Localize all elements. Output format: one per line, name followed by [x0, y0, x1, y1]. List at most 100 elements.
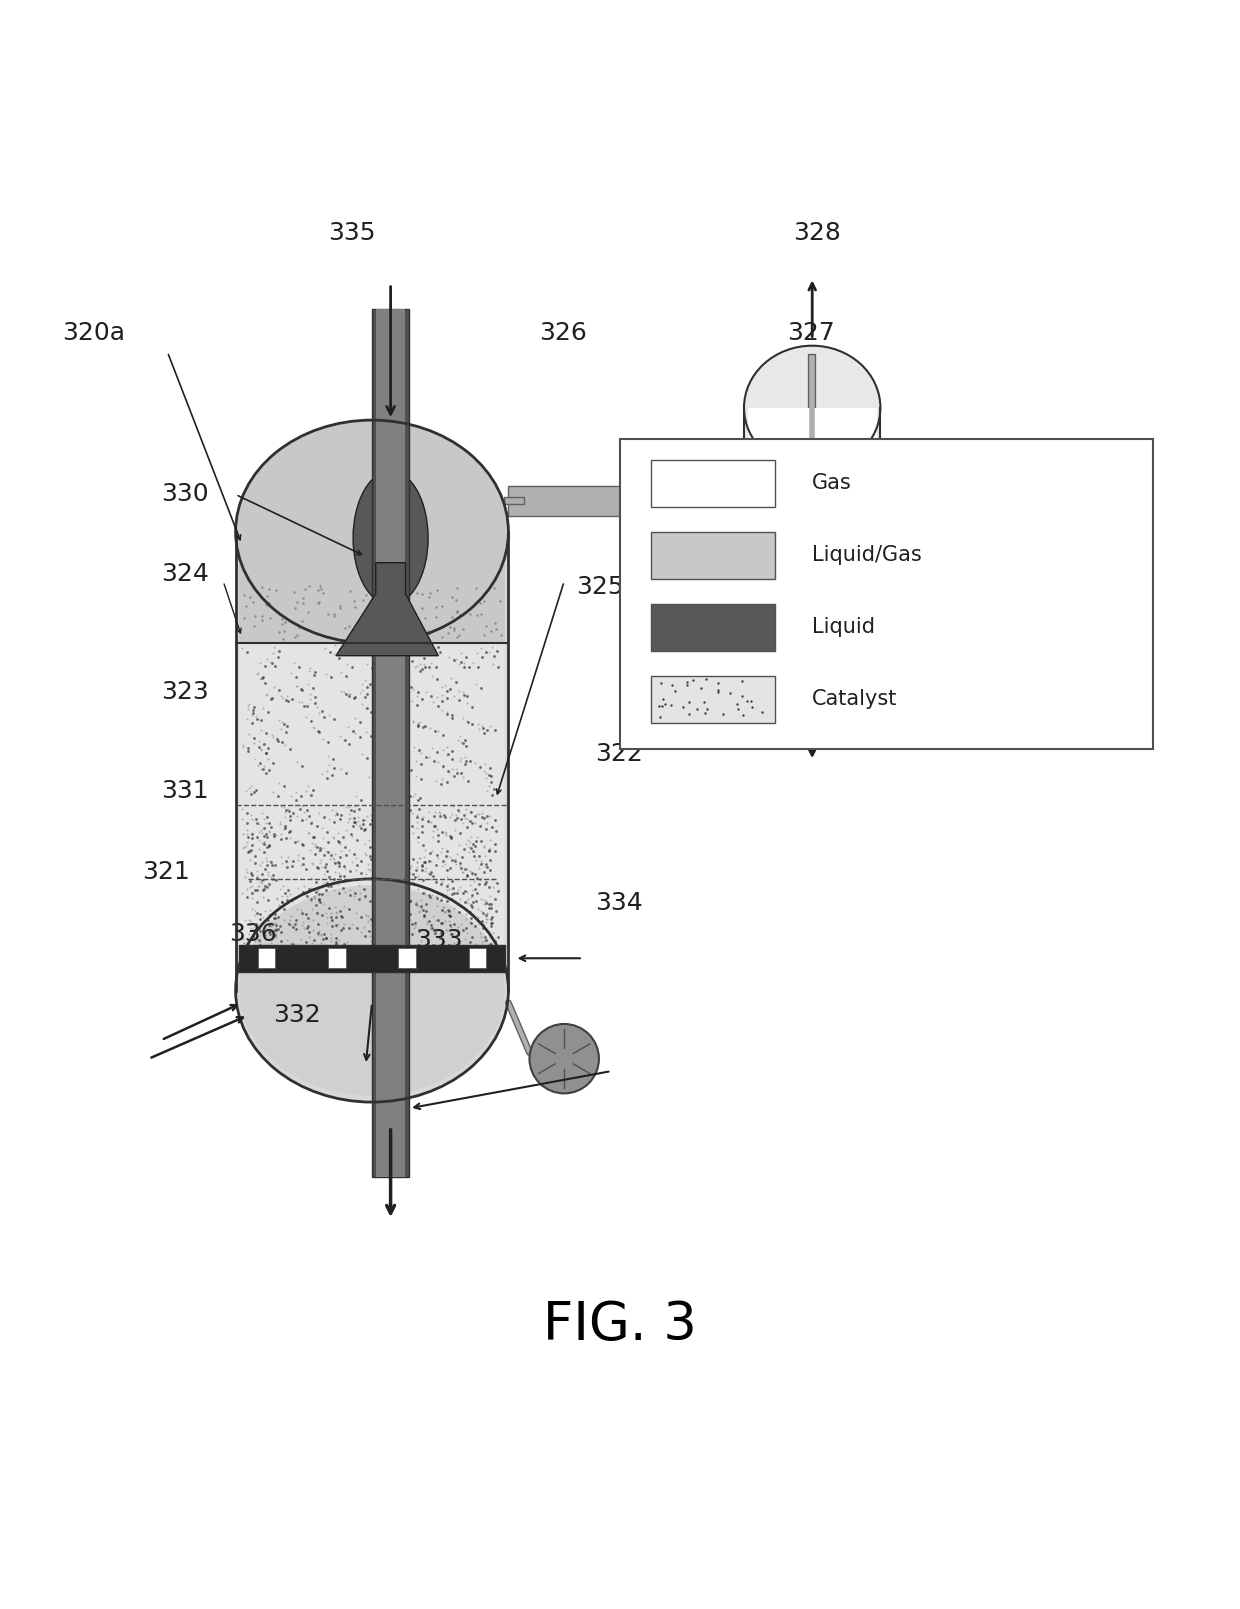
Point — [257, 874, 277, 899]
Point — [410, 893, 430, 919]
Point — [392, 747, 412, 772]
Point — [242, 710, 262, 735]
Point — [453, 859, 472, 885]
Point — [450, 850, 470, 875]
Point — [428, 907, 448, 933]
Point — [388, 830, 408, 856]
Point — [275, 814, 295, 840]
Point — [260, 903, 280, 928]
Point — [474, 719, 494, 745]
Point — [285, 595, 305, 621]
Point — [481, 904, 501, 930]
Point — [405, 911, 425, 936]
Point — [404, 655, 424, 681]
Point — [412, 895, 432, 920]
Point — [360, 827, 379, 853]
Point — [340, 858, 360, 883]
Point — [320, 846, 340, 872]
Point — [443, 756, 463, 782]
Point — [248, 914, 268, 940]
Point — [401, 901, 420, 927]
Point — [335, 835, 355, 861]
Point — [387, 748, 407, 774]
Point — [439, 907, 459, 933]
Point — [392, 756, 412, 782]
Point — [453, 917, 472, 943]
Point — [312, 761, 332, 787]
Point — [401, 579, 420, 605]
Point — [306, 854, 326, 880]
Point — [331, 838, 351, 864]
Point — [274, 907, 294, 933]
Point — [267, 916, 286, 941]
Point — [317, 840, 337, 866]
Point — [309, 888, 329, 914]
Point — [449, 623, 469, 648]
Point — [263, 866, 283, 891]
Point — [387, 705, 407, 730]
Point — [260, 898, 280, 924]
Point — [356, 922, 376, 948]
Point — [422, 912, 441, 938]
Text: 330: 330 — [161, 481, 208, 505]
Point — [237, 639, 257, 665]
Point — [358, 856, 378, 882]
Point — [257, 682, 277, 708]
Point — [480, 858, 500, 883]
Polygon shape — [744, 581, 880, 681]
Point — [464, 838, 484, 864]
Point — [330, 806, 350, 832]
Point — [244, 730, 264, 756]
Point — [479, 895, 498, 920]
Point — [356, 903, 376, 928]
Point — [417, 743, 436, 769]
Point — [259, 901, 279, 927]
Point — [432, 911, 451, 936]
Point — [470, 867, 490, 893]
Point — [296, 779, 316, 804]
Point — [252, 867, 272, 893]
Point — [358, 591, 378, 616]
Point — [461, 877, 481, 903]
Point — [280, 803, 300, 829]
Point — [268, 726, 288, 751]
Point — [305, 877, 325, 903]
Point — [346, 784, 366, 809]
Point — [363, 850, 383, 875]
Point — [439, 759, 459, 785]
Point — [294, 916, 314, 941]
Point — [444, 895, 464, 920]
Point — [250, 737, 270, 763]
Point — [351, 919, 371, 944]
Point — [270, 811, 290, 837]
Point — [274, 618, 294, 644]
Point — [324, 845, 343, 870]
Point — [343, 842, 363, 867]
Point — [260, 930, 280, 956]
Point — [382, 916, 402, 941]
Bar — [748, 529, 877, 578]
Point — [321, 904, 341, 930]
Point — [330, 636, 350, 661]
Point — [342, 850, 362, 875]
Point — [649, 693, 668, 719]
Point — [471, 602, 491, 628]
Point — [391, 850, 410, 875]
Point — [247, 806, 267, 832]
Point — [396, 735, 415, 761]
Point — [312, 927, 332, 953]
Point — [458, 862, 477, 888]
Point — [317, 758, 337, 784]
Point — [304, 883, 324, 909]
Point — [311, 922, 331, 948]
Point — [293, 832, 312, 858]
Point — [472, 850, 492, 875]
Point — [289, 842, 309, 867]
Point — [248, 874, 268, 899]
Point — [471, 813, 491, 838]
Point — [484, 920, 503, 946]
Point — [277, 854, 296, 880]
Point — [288, 829, 308, 854]
Text: 324: 324 — [161, 562, 210, 586]
Point — [309, 719, 329, 745]
